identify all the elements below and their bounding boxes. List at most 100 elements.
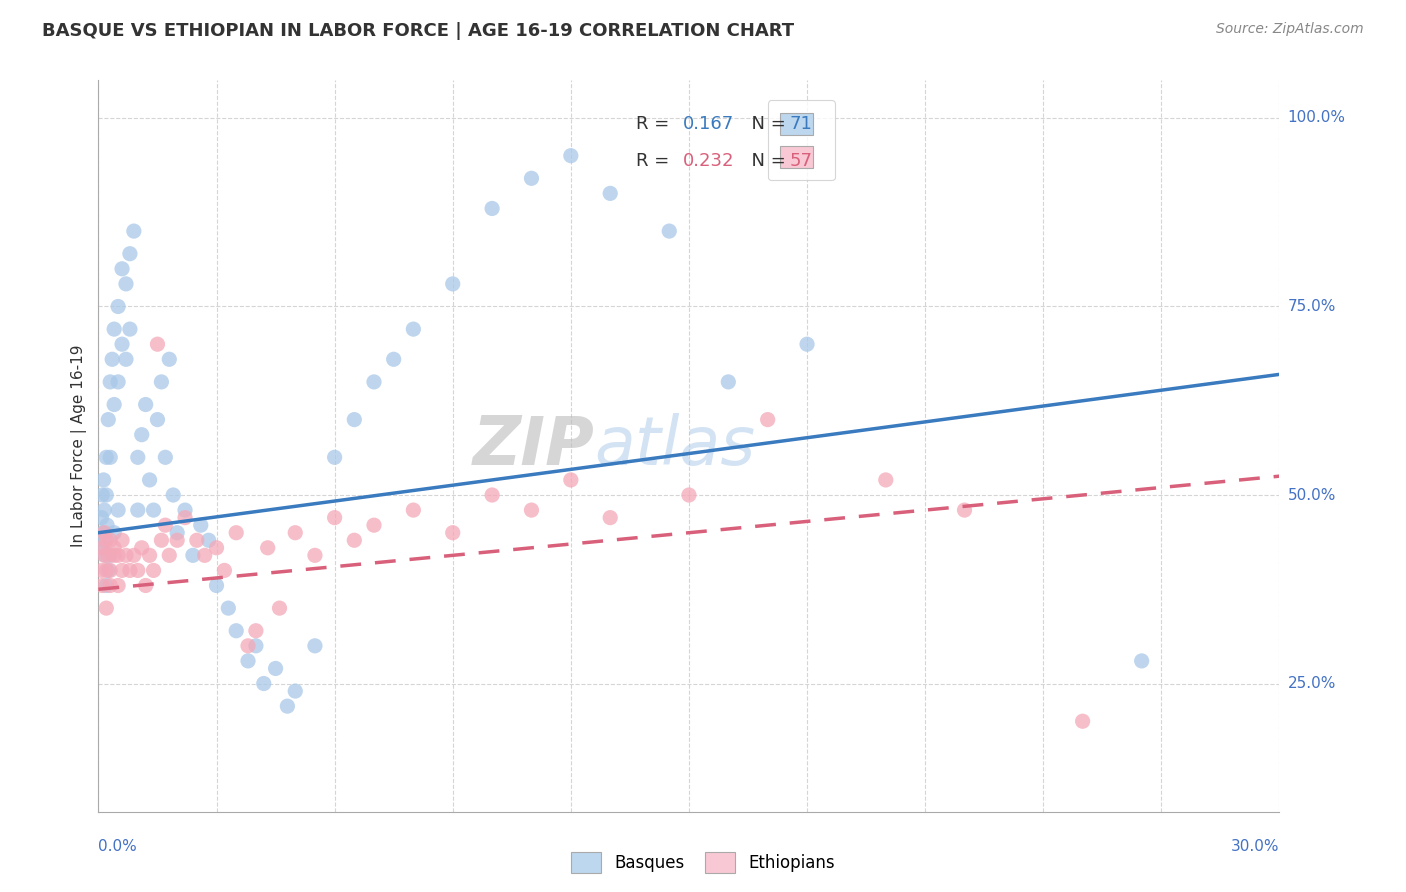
Point [122, 224, 145, 238]
Point [481, 488, 503, 502]
Point [107, 503, 129, 517]
Point [111, 563, 134, 577]
Point [150, 533, 173, 548]
Point [560, 473, 582, 487]
Point [717, 375, 740, 389]
Point [107, 375, 129, 389]
Point [520, 171, 543, 186]
Point [236, 654, 259, 668]
Point [304, 639, 326, 653]
Point [96, 488, 118, 502]
Text: R =: R = [636, 115, 675, 133]
Point [93, 473, 115, 487]
Point [162, 488, 184, 502]
Point [205, 578, 228, 592]
Point [174, 510, 197, 524]
Point [269, 601, 291, 615]
Point [90, 510, 112, 524]
Point [97, 549, 120, 563]
Point [157, 549, 180, 563]
Point [253, 676, 276, 690]
Point [225, 525, 247, 540]
Legend: Basques, Ethiopians: Basques, Ethiopians [565, 846, 841, 880]
Point [131, 541, 153, 555]
Point [1130, 654, 1153, 668]
Point [166, 533, 188, 548]
Point [111, 337, 134, 351]
Point [150, 375, 173, 389]
Point [256, 541, 278, 555]
Y-axis label: In Labor Force | Age 16-19: In Labor Force | Age 16-19 [72, 344, 87, 548]
Point [96, 601, 118, 615]
Text: 30.0%: 30.0% [1232, 839, 1279, 855]
Point [142, 563, 165, 577]
Point [91, 525, 114, 540]
Point [94, 549, 117, 563]
Point [264, 661, 287, 675]
Text: ZIP: ZIP [472, 413, 595, 479]
Point [343, 412, 366, 426]
Point [98, 533, 121, 548]
Point [363, 375, 385, 389]
Point [245, 639, 267, 653]
Point [93, 533, 115, 548]
Point [953, 503, 976, 517]
Point [441, 277, 464, 291]
Point [111, 261, 134, 276]
Point [323, 510, 346, 524]
Point [181, 549, 204, 563]
Point [599, 186, 621, 201]
Point [599, 510, 621, 524]
Point [127, 450, 149, 465]
Point [363, 518, 385, 533]
Point [142, 503, 165, 517]
Point [155, 518, 177, 533]
Text: Source: ZipAtlas.com: Source: ZipAtlas.com [1216, 22, 1364, 37]
Text: 0.0%: 0.0% [98, 839, 138, 855]
Point [107, 578, 129, 592]
Point [111, 533, 134, 548]
Text: atlas: atlas [595, 413, 755, 479]
Point [323, 450, 346, 465]
Point [217, 601, 239, 615]
Point [96, 518, 118, 533]
Point [101, 352, 124, 367]
Point [118, 563, 141, 577]
Point [91, 541, 114, 555]
Point [96, 563, 118, 577]
Point [115, 549, 138, 563]
Point [98, 375, 121, 389]
Point [127, 563, 149, 577]
Point [276, 699, 298, 714]
Point [146, 337, 169, 351]
Text: 50.0%: 50.0% [1288, 488, 1336, 502]
Point [118, 246, 141, 260]
Point [402, 322, 425, 336]
Point [96, 533, 118, 548]
Point [118, 322, 141, 336]
Text: 71: 71 [789, 115, 813, 133]
Point [138, 549, 160, 563]
Point [131, 427, 153, 442]
Point [560, 149, 582, 163]
Point [225, 624, 247, 638]
Point [96, 450, 118, 465]
Point [98, 578, 121, 592]
Point [214, 563, 236, 577]
Point [91, 578, 114, 592]
Point [441, 525, 464, 540]
Text: 75.0%: 75.0% [1288, 299, 1336, 314]
Point [107, 300, 129, 314]
Point [756, 412, 779, 426]
Text: 0.232: 0.232 [683, 152, 734, 169]
Point [236, 639, 259, 653]
Point [304, 549, 326, 563]
Legend: , : , [768, 100, 835, 180]
Point [91, 541, 114, 555]
Point [658, 224, 681, 238]
Point [138, 473, 160, 487]
Point [93, 525, 115, 540]
Text: N =: N = [740, 152, 792, 169]
Point [103, 398, 125, 412]
Point [284, 525, 307, 540]
